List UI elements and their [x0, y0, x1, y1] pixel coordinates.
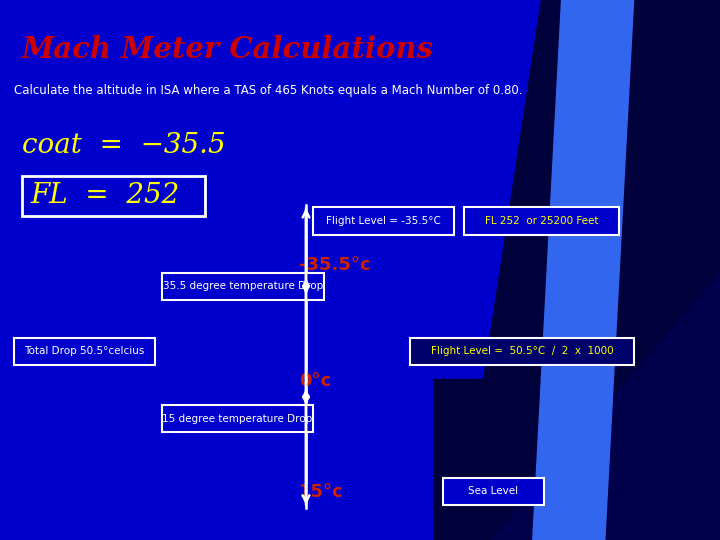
- Polygon shape: [317, 0, 562, 351]
- Polygon shape: [216, 0, 518, 324]
- Text: -35.5°c: -35.5°c: [299, 255, 370, 274]
- Polygon shape: [590, 0, 720, 205]
- Polygon shape: [346, 0, 540, 378]
- Text: 15°c: 15°c: [299, 483, 343, 502]
- Text: 0°c: 0°c: [299, 372, 331, 390]
- Polygon shape: [533, 0, 634, 540]
- Bar: [313, 207, 454, 235]
- Polygon shape: [360, 0, 720, 540]
- Bar: [14, 338, 155, 364]
- Text: 15 degree temperature Drop: 15 degree temperature Drop: [163, 414, 312, 423]
- Bar: [410, 338, 634, 364]
- Polygon shape: [0, 0, 432, 540]
- Text: FL  =  252: FL = 252: [30, 183, 179, 209]
- Text: Total Drop 50.5°celcius: Total Drop 50.5°celcius: [24, 346, 145, 356]
- Text: Flight Level = -35.5°C: Flight Level = -35.5°C: [326, 216, 441, 226]
- Text: Flight Level =  50.5°C  /  2  x  1000: Flight Level = 50.5°C / 2 x 1000: [431, 346, 613, 356]
- Text: Calculate the altitude in ISA where a TAS of 465 Knots equals a Mach Number of 0: Calculate the altitude in ISA where a TA…: [14, 84, 523, 97]
- Text: FL 252  or 25200 Feet: FL 252 or 25200 Feet: [485, 216, 598, 226]
- Text: Mach Meter Calculations: Mach Meter Calculations: [22, 35, 433, 64]
- Bar: [443, 478, 544, 505]
- Text: Sea Level: Sea Level: [468, 487, 518, 496]
- Bar: [22, 176, 205, 216]
- Text: coat  =  −35.5: coat = −35.5: [22, 132, 225, 159]
- Bar: [464, 207, 619, 235]
- Text: 35.5 degree temperature Drop: 35.5 degree temperature Drop: [163, 281, 323, 291]
- Bar: [162, 273, 324, 300]
- Bar: [162, 405, 313, 432]
- Polygon shape: [360, 0, 720, 540]
